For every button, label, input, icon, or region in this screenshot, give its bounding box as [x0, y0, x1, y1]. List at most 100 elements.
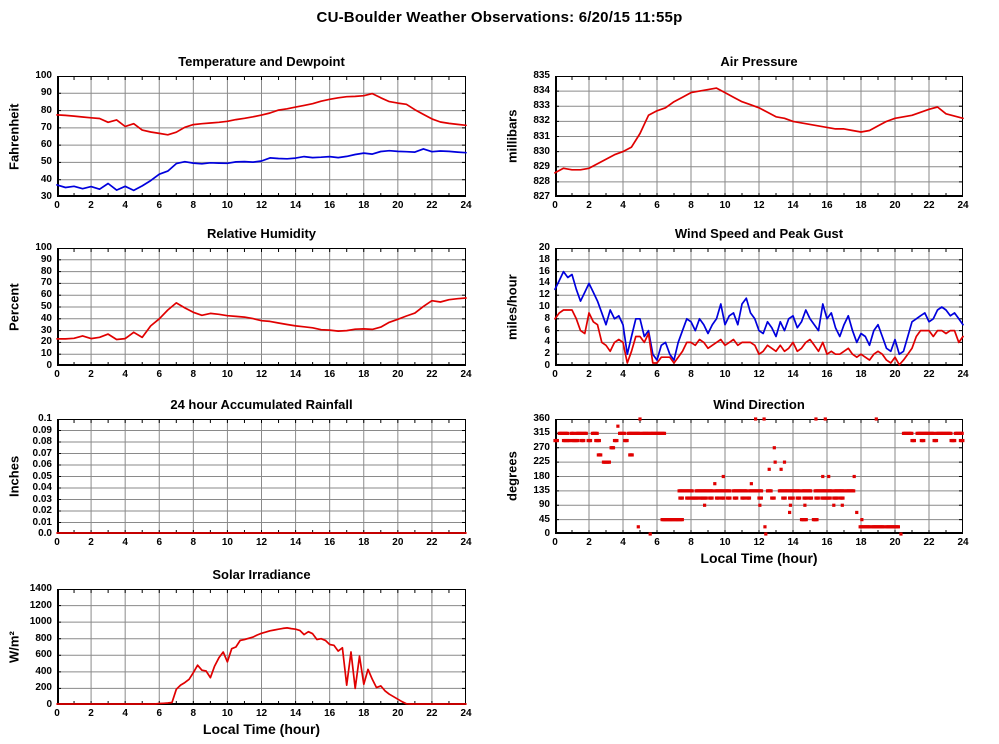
x-tick-label: 0 — [54, 369, 60, 380]
y-tick-label: 1400 — [29, 583, 52, 594]
x-tick-label: 2 — [88, 537, 94, 548]
x-tick-label: 8 — [190, 708, 197, 719]
x-tick-label: 8 — [190, 537, 197, 548]
x-tick-label: 6 — [156, 369, 163, 380]
x-tick-label: 24 — [460, 369, 472, 380]
y-tick-label: 90 — [40, 253, 52, 265]
y-tick-label: 225 — [533, 456, 550, 468]
x-axis-label: Local Time (hour) — [700, 550, 818, 566]
x-tick-label: 4 — [122, 200, 128, 211]
x-tick-label: 22 — [426, 369, 438, 380]
x-tick-label: 16 — [324, 200, 336, 211]
y-tick-label: 400 — [35, 665, 52, 677]
y-tick-label: 360 — [533, 413, 550, 424]
y-tick-label: 270 — [533, 441, 550, 453]
x-tick-label: 18 — [855, 537, 867, 548]
x-tick-label: 20 — [889, 369, 901, 380]
x-tick-label: 18 — [855, 369, 867, 380]
y-axis-label: miles/hour — [504, 274, 520, 340]
x-tick-label: 6 — [156, 537, 163, 548]
y-tick-label: 0.01 — [32, 516, 52, 528]
chart-title: Wind Speed and Peak Gust — [674, 226, 844, 241]
y-tick-label: 60 — [40, 139, 52, 151]
y-tick-label: 832 — [533, 115, 550, 127]
chart-title: Air Pressure — [720, 54, 798, 69]
y-tick-label: 0.02 — [32, 505, 52, 516]
x-tick-label: 14 — [290, 708, 302, 719]
y-tick-label: 200 — [35, 682, 52, 694]
x-tick-label: 6 — [156, 200, 163, 211]
x-tick-label: 12 — [255, 708, 268, 719]
y-tick-label: 50 — [40, 156, 52, 168]
y-axis-label: Fahrenheit — [6, 103, 22, 170]
chart-relative-humidity: Relative Humidity Percent 100 90 80 70 60 50 4… — [7, 226, 472, 380]
x-tick-label: 2 — [88, 369, 94, 380]
y-axis-label: Inches — [6, 455, 22, 498]
chart-wind-speed-gust: Wind Speed and Peak Gust miles/hour 20 18… — [505, 226, 969, 380]
x-tick-label: 10 — [221, 200, 233, 211]
y-tick-label: 10 — [40, 348, 52, 360]
x-axis-label: Local Time (hour) — [202, 721, 321, 737]
y-tick-label: 0.1 — [38, 413, 52, 424]
y-tick-label: 100 — [35, 70, 52, 81]
y-tick-label: 830 — [533, 145, 550, 157]
chart-wind-direction: Wind Direction degrees Local Time (hour)… — [505, 397, 969, 566]
x-tick-label: 12 — [753, 369, 765, 380]
y-tick-label: 2 — [544, 348, 550, 360]
y-tick-label: 8 — [544, 312, 550, 324]
chart-accumulated-rainfall: 24 hour Accumulated Rainfall Inches 0.1 0… — [7, 397, 472, 548]
x-tick-label: 20 — [392, 708, 404, 719]
x-tick-label: 20 — [889, 537, 901, 548]
y-tick-label: 80 — [40, 265, 52, 277]
x-tick-label: 18 — [358, 708, 370, 719]
x-tick-label: 16 — [324, 708, 336, 719]
y-tick-label: 0.07 — [32, 447, 52, 459]
x-tick-label: 10 — [221, 369, 233, 380]
chart-title: Solar Irradiance — [212, 567, 311, 582]
y-tick-label: 800 — [35, 632, 52, 644]
x-tick-label: 8 — [688, 369, 694, 380]
x-tick-label: 18 — [358, 200, 370, 211]
y-tick-label: 828 — [533, 175, 550, 187]
y-tick-label: 20 — [538, 242, 550, 253]
y-tick-label: 30 — [40, 191, 52, 202]
y-tick-label: 30 — [40, 324, 52, 336]
chart-solar-irradiance: Solar Irradiance W/m² Local Time (hour) … — [7, 567, 472, 737]
chart-title: 24 hour Accumulated Rainfall — [170, 397, 353, 412]
y-tick-label: 100 — [35, 242, 52, 253]
page-title: CU-Boulder Weather Observations: 6/20/15… — [316, 9, 683, 26]
y-tick-label: 0.09 — [32, 424, 52, 436]
chart-title: Temperature and Dewpoint — [178, 54, 345, 69]
plot-area — [554, 76, 964, 197]
x-tick-label: 18 — [358, 537, 370, 548]
y-tick-label: 0 — [544, 528, 550, 539]
x-tick-label: 12 — [255, 200, 268, 211]
x-tick-label: 16 — [821, 369, 833, 380]
y-tick-label: 315 — [533, 427, 550, 439]
y-axis-label: Percent — [6, 283, 22, 331]
chart-title: Relative Humidity — [206, 226, 317, 241]
x-tick-label: 8 — [688, 537, 694, 548]
y-tick-label: 40 — [40, 173, 52, 185]
x-tick-label: 18 — [358, 369, 370, 380]
y-tick-label: 20 — [40, 336, 52, 348]
x-tick-label: 0 — [552, 369, 558, 380]
x-tick-label: 22 — [923, 200, 935, 211]
y-tick-label: 50 — [40, 301, 52, 312]
x-tick-label: 12 — [753, 537, 765, 548]
plot-area — [56, 76, 467, 197]
y-tick-label: 1200 — [29, 599, 52, 611]
y-tick-label: 0 — [46, 360, 52, 371]
x-tick-label: 22 — [426, 708, 438, 719]
x-tick-label: 2 — [88, 708, 94, 719]
x-tick-label: 14 — [290, 369, 302, 380]
x-tick-label: 24 — [957, 369, 969, 380]
y-tick-label: 12 — [538, 289, 550, 301]
x-tick-label: 10 — [719, 537, 731, 548]
x-tick-label: 14 — [290, 200, 302, 211]
x-tick-label: 2 — [586, 369, 592, 380]
x-tick-label: 6 — [156, 708, 163, 719]
x-tick-label: 10 — [719, 200, 731, 211]
plot-area — [56, 248, 467, 366]
y-axis-label: degrees — [504, 451, 520, 502]
